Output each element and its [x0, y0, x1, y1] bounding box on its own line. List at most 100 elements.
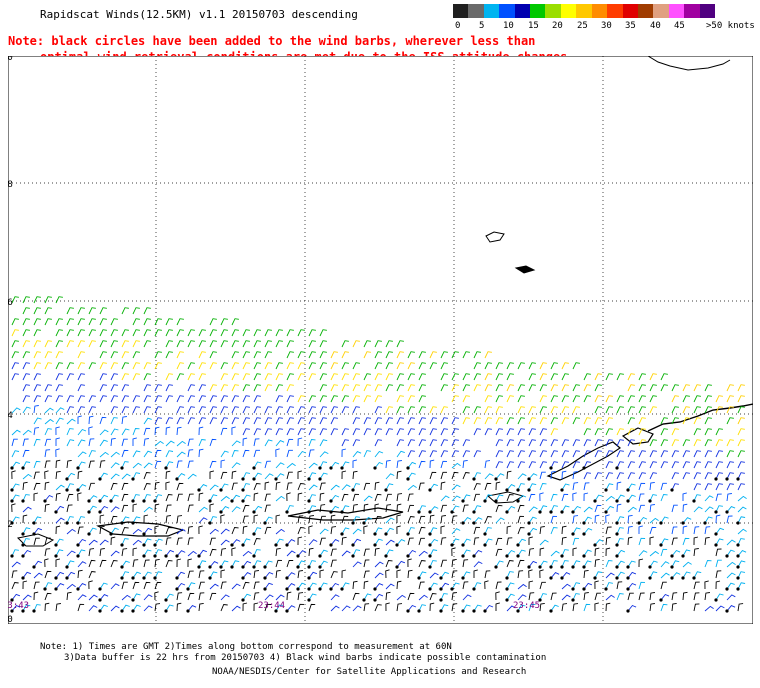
wind-barb	[220, 506, 230, 513]
wind-barb	[264, 417, 272, 425]
wind-barb	[693, 472, 701, 480]
wind-barb	[550, 384, 558, 392]
wind-barb	[682, 395, 690, 403]
wind-barb	[121, 527, 129, 535]
wind-barb	[638, 373, 646, 381]
wind-barb	[737, 406, 745, 414]
wind-barb	[484, 406, 492, 414]
contamination-dot	[175, 587, 179, 591]
wind-barb	[693, 450, 701, 458]
wind-barb	[649, 603, 655, 612]
wind-barb	[440, 384, 448, 392]
wind-barb	[572, 417, 580, 425]
contamination-dot	[219, 510, 223, 514]
wind-barb	[726, 384, 734, 392]
wind-barb	[231, 494, 240, 502]
wind-barb	[396, 594, 406, 601]
wind-barb	[264, 504, 271, 513]
wind-barb	[165, 318, 173, 326]
wind-barb	[44, 460, 51, 469]
wind-barb	[286, 492, 291, 502]
contamination-dot	[241, 576, 245, 580]
wind-barb	[440, 351, 448, 359]
contamination-dot	[549, 466, 553, 470]
wind-barb	[88, 362, 96, 370]
wind-barb	[660, 572, 670, 579]
wind-barb	[143, 581, 151, 590]
wind-barb	[66, 472, 76, 480]
wind-barb	[352, 459, 358, 468]
wind-barb	[627, 582, 637, 590]
wind-barb	[88, 426, 93, 436]
contamination-dot	[571, 532, 575, 536]
wind-barb	[451, 395, 459, 403]
wind-barb	[286, 406, 294, 414]
contamination-dot	[681, 521, 685, 525]
wind-barb	[363, 516, 373, 524]
wind-barb	[88, 559, 96, 568]
wind-barb	[462, 604, 471, 612]
wind-barb	[99, 559, 107, 568]
contamination-dot	[395, 543, 399, 547]
contamination-dot	[120, 466, 124, 470]
wind-barb	[682, 549, 691, 557]
wind-barb	[506, 582, 515, 590]
contamination-dot	[208, 565, 212, 569]
wind-barb	[396, 460, 402, 469]
wind-barb	[308, 351, 316, 359]
wind-barb	[506, 417, 514, 425]
wind-barb	[506, 384, 514, 392]
wind-barb	[704, 506, 714, 513]
contamination-dot	[131, 576, 135, 580]
wind-barb	[330, 406, 338, 414]
wind-barb	[363, 570, 370, 579]
latitude-label: 54	[8, 411, 13, 421]
wind-barb	[143, 538, 152, 546]
wind-barb	[77, 569, 83, 579]
wind-barb	[187, 395, 195, 403]
wind-barb	[627, 384, 635, 392]
wind-barb	[682, 525, 688, 535]
wind-barb	[99, 472, 108, 480]
contamination-dot	[318, 466, 322, 470]
wind-barb	[682, 450, 690, 458]
legend-swatch	[668, 4, 685, 18]
wind-barb	[583, 592, 589, 601]
wind-barb	[33, 581, 40, 590]
wind-barb	[737, 450, 745, 458]
wind-barb	[154, 362, 162, 370]
wind-barb	[539, 526, 545, 535]
wind-barb	[418, 482, 425, 491]
wind-barb	[275, 547, 281, 557]
wind-barb	[165, 504, 172, 513]
wind-barb	[506, 395, 514, 403]
wind-barb	[737, 417, 745, 425]
contamination-dot	[285, 510, 289, 514]
wind-barb	[220, 495, 230, 502]
wind-barb	[220, 329, 228, 337]
wind-barb	[396, 395, 404, 403]
wind-barb	[264, 571, 274, 579]
wind-barb	[11, 450, 20, 458]
wind-barb	[33, 438, 41, 447]
wind-barb	[418, 362, 426, 370]
contamination-dot	[615, 532, 619, 536]
wind-barb	[319, 395, 327, 403]
wind-barb	[275, 538, 284, 546]
wind-barb	[638, 395, 646, 403]
wind-barb	[407, 484, 417, 491]
wind-barb	[561, 439, 569, 447]
wind-barb	[649, 384, 657, 392]
wind-barb	[297, 515, 304, 524]
wind-barb	[374, 384, 382, 392]
wind-barb	[649, 373, 657, 381]
wind-barb	[715, 428, 723, 436]
wind-barb	[110, 395, 118, 403]
wind-barb	[572, 492, 577, 502]
wind-barb	[132, 318, 140, 326]
contamination-dot	[164, 609, 168, 613]
wind-barb	[242, 602, 248, 612]
wind-barb	[726, 549, 735, 557]
wind-barb	[407, 472, 416, 480]
wind-barb	[341, 505, 350, 513]
